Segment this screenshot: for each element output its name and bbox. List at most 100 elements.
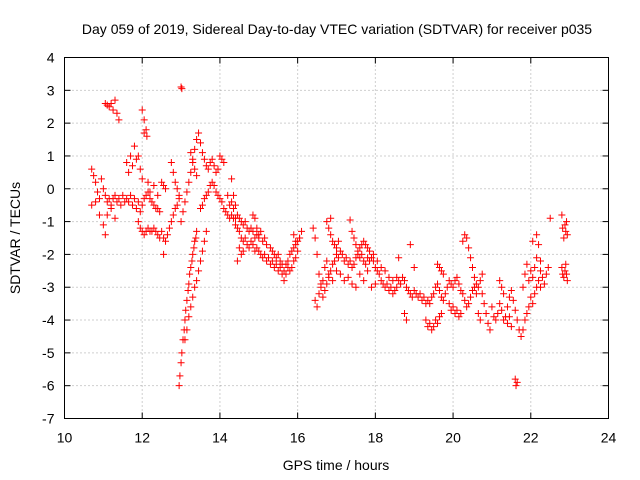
data-point — [190, 244, 198, 252]
data-point — [523, 309, 531, 317]
data-point — [210, 162, 218, 170]
data-point — [319, 293, 327, 301]
data-point — [465, 300, 473, 308]
data-point — [393, 283, 401, 291]
data-point — [463, 234, 471, 242]
data-point — [119, 191, 127, 199]
data-point — [561, 267, 569, 275]
data-point — [181, 336, 189, 344]
data-point — [461, 296, 469, 304]
data-points — [88, 83, 571, 390]
data-point — [537, 283, 544, 291]
data-point — [268, 257, 276, 265]
data-point — [111, 214, 119, 222]
data-point — [184, 287, 192, 295]
data-point — [175, 382, 183, 390]
data-point — [253, 224, 261, 232]
data-point — [521, 270, 529, 278]
data-point — [360, 277, 368, 285]
data-point — [325, 224, 333, 232]
data-point — [208, 155, 216, 163]
data-point — [533, 254, 541, 262]
data-point — [323, 257, 331, 265]
data-point — [187, 303, 195, 311]
data-point — [160, 250, 168, 258]
data-point — [313, 250, 321, 258]
data-point — [313, 303, 321, 311]
data-point — [459, 290, 467, 298]
data-point — [134, 218, 142, 226]
data-point — [470, 273, 478, 281]
data-point — [193, 172, 201, 180]
data-point — [334, 254, 342, 262]
y-axis-title: SDTVAR / TECUs — [7, 182, 23, 294]
data-point — [202, 227, 210, 235]
data-point — [193, 227, 201, 235]
data-point — [538, 273, 546, 281]
data-point — [261, 250, 269, 258]
data-point — [171, 178, 179, 186]
data-point — [257, 227, 265, 235]
data-point — [356, 270, 364, 278]
data-point — [558, 211, 566, 219]
data-point — [191, 237, 199, 245]
data-point — [529, 273, 537, 281]
data-point — [197, 257, 204, 265]
data-point — [191, 145, 199, 153]
data-point — [517, 332, 525, 340]
x-tick-label: 18 — [368, 430, 384, 446]
data-point — [198, 149, 206, 157]
data-point — [505, 293, 513, 301]
data-point — [435, 287, 443, 295]
data-point — [474, 309, 482, 317]
data-point — [200, 155, 208, 163]
data-point — [125, 168, 133, 176]
data-point — [350, 260, 358, 268]
data-point — [187, 168, 195, 176]
data-point — [383, 280, 391, 288]
data-point — [430, 323, 438, 331]
y-tick-label: -4 — [42, 312, 55, 328]
data-point — [474, 283, 482, 291]
data-point — [235, 227, 243, 235]
data-point — [294, 247, 302, 255]
data-point — [183, 296, 191, 304]
data-point — [239, 247, 247, 255]
data-point — [214, 165, 222, 173]
x-tick-label: 14 — [212, 430, 228, 446]
y-tick-label: 1 — [47, 148, 55, 164]
data-point — [317, 280, 325, 288]
data-point — [369, 250, 377, 258]
data-point — [165, 224, 173, 232]
data-point — [453, 273, 461, 281]
data-point — [529, 237, 537, 245]
data-point — [204, 165, 212, 173]
data-point — [177, 218, 185, 226]
data-point — [519, 283, 527, 291]
data-point — [198, 201, 206, 209]
data-point — [544, 264, 552, 272]
data-point — [178, 85, 186, 93]
data-point — [136, 165, 144, 173]
data-point — [245, 244, 253, 252]
data-point — [342, 254, 350, 262]
data-point — [220, 159, 228, 167]
data-point — [218, 198, 226, 206]
data-point — [397, 280, 405, 288]
data-point — [138, 175, 146, 183]
data-point — [478, 290, 486, 298]
data-point — [189, 155, 197, 163]
data-point — [498, 283, 506, 291]
y-tick-labels: -7 -6 -5 -4 -3 -2 -1 0 1 2 3 4 — [42, 50, 55, 427]
data-point — [88, 165, 96, 173]
data-point — [529, 300, 537, 308]
data-point — [99, 185, 107, 193]
data-point — [200, 237, 208, 245]
data-point — [95, 195, 103, 203]
data-point — [533, 231, 541, 239]
data-point — [261, 234, 269, 242]
data-point — [113, 109, 121, 117]
data-point — [484, 319, 492, 327]
data-point — [422, 316, 430, 324]
